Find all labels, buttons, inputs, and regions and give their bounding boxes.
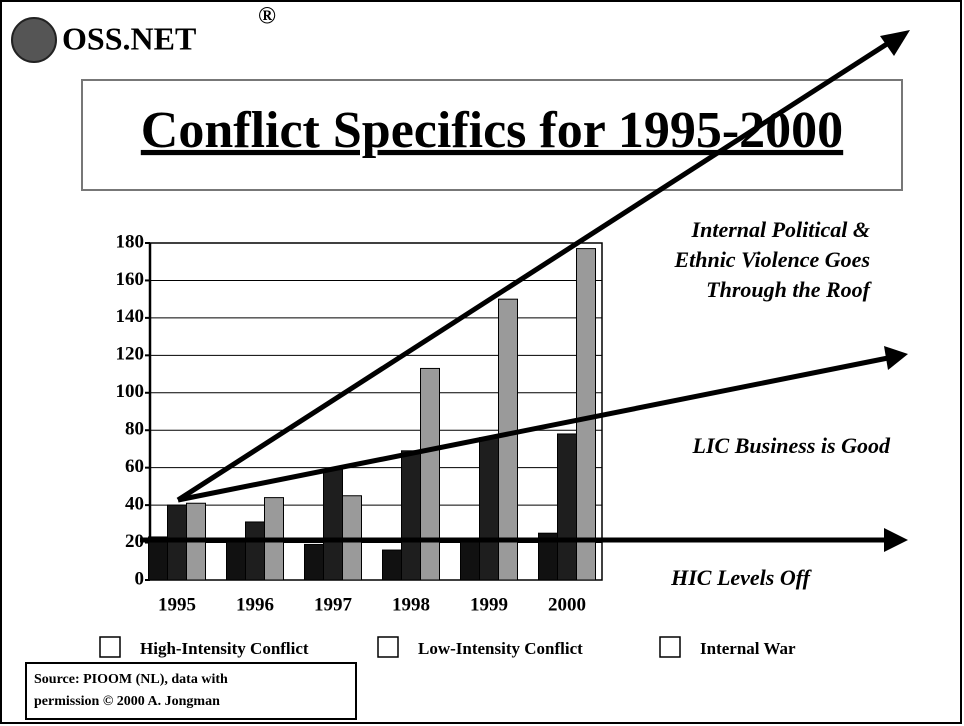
bar <box>420 367 440 581</box>
arrow-head <box>884 528 908 552</box>
logo: OSS.NET <box>62 20 196 56</box>
arrow-line <box>177 355 889 503</box>
annotation: LIC Business is Good <box>692 433 891 458</box>
annotation: HIC Levels Off <box>670 565 813 590</box>
legend-label: Internal War <box>700 639 796 658</box>
legend-label: Low-Intensity Conflict <box>418 639 583 658</box>
plot: 0 20 40 60 80 100 120 140 160 180 1995 1996 1997 1998… <box>116 231 603 615</box>
legend-swatch <box>659 636 681 658</box>
x-tick-label: 1997 <box>314 594 353 615</box>
bar <box>479 437 499 581</box>
y-tick-label: 80 <box>125 419 144 440</box>
bar <box>498 298 518 581</box>
logo-globe <box>11 17 57 63</box>
bar <box>401 450 421 581</box>
bar <box>557 433 577 581</box>
x-tick-label: 1996 <box>236 594 274 615</box>
y-tick-label: 60 <box>125 456 144 477</box>
x-tick-label: 1995 <box>158 594 196 615</box>
y-tick-label: 180 <box>116 231 145 252</box>
chart-title: Conflict Specifics for 1995-2000 <box>141 102 843 159</box>
arrow-head <box>884 346 908 370</box>
title-box <box>81 79 903 191</box>
bar <box>382 549 402 581</box>
plot-frame <box>149 242 603 581</box>
y-tick-label: 160 <box>116 269 145 290</box>
bar <box>148 536 168 581</box>
y-tick-label: 20 <box>125 531 144 552</box>
annotation: Through the Roof <box>706 277 872 302</box>
bar <box>167 504 187 581</box>
annotation: Internal Political & <box>691 217 870 242</box>
bar <box>576 248 596 581</box>
arrows <box>140 30 910 552</box>
annotation: Ethnic Violence Goes <box>673 247 870 272</box>
source-text: permission © 2000 A. Jongman <box>34 694 220 709</box>
y-tick-label: 0 <box>135 568 145 589</box>
x-tick-label: 1999 <box>470 594 508 615</box>
bar <box>323 469 343 581</box>
legend-swatch <box>377 636 399 658</box>
y-tick-label: 40 <box>125 493 144 514</box>
bar <box>304 543 324 581</box>
x-tick-label: 2000 <box>548 594 586 615</box>
y-tick-label: 120 <box>116 344 145 365</box>
arrow-line <box>176 39 892 503</box>
source-box <box>25 662 357 720</box>
bar <box>460 538 480 581</box>
bar <box>226 538 246 581</box>
legend-swatch <box>99 636 121 658</box>
source-text: Source: PIOOM (NL), data with <box>34 672 228 687</box>
y-tick-label: 140 <box>116 306 145 327</box>
registered-mark: ® <box>258 4 276 30</box>
x-tick-label: 1998 <box>392 594 430 615</box>
legend-label: High-Intensity Conflict <box>140 639 309 658</box>
arrow-head <box>880 30 910 56</box>
bar <box>245 521 265 581</box>
y-tick-label: 100 <box>116 381 145 402</box>
